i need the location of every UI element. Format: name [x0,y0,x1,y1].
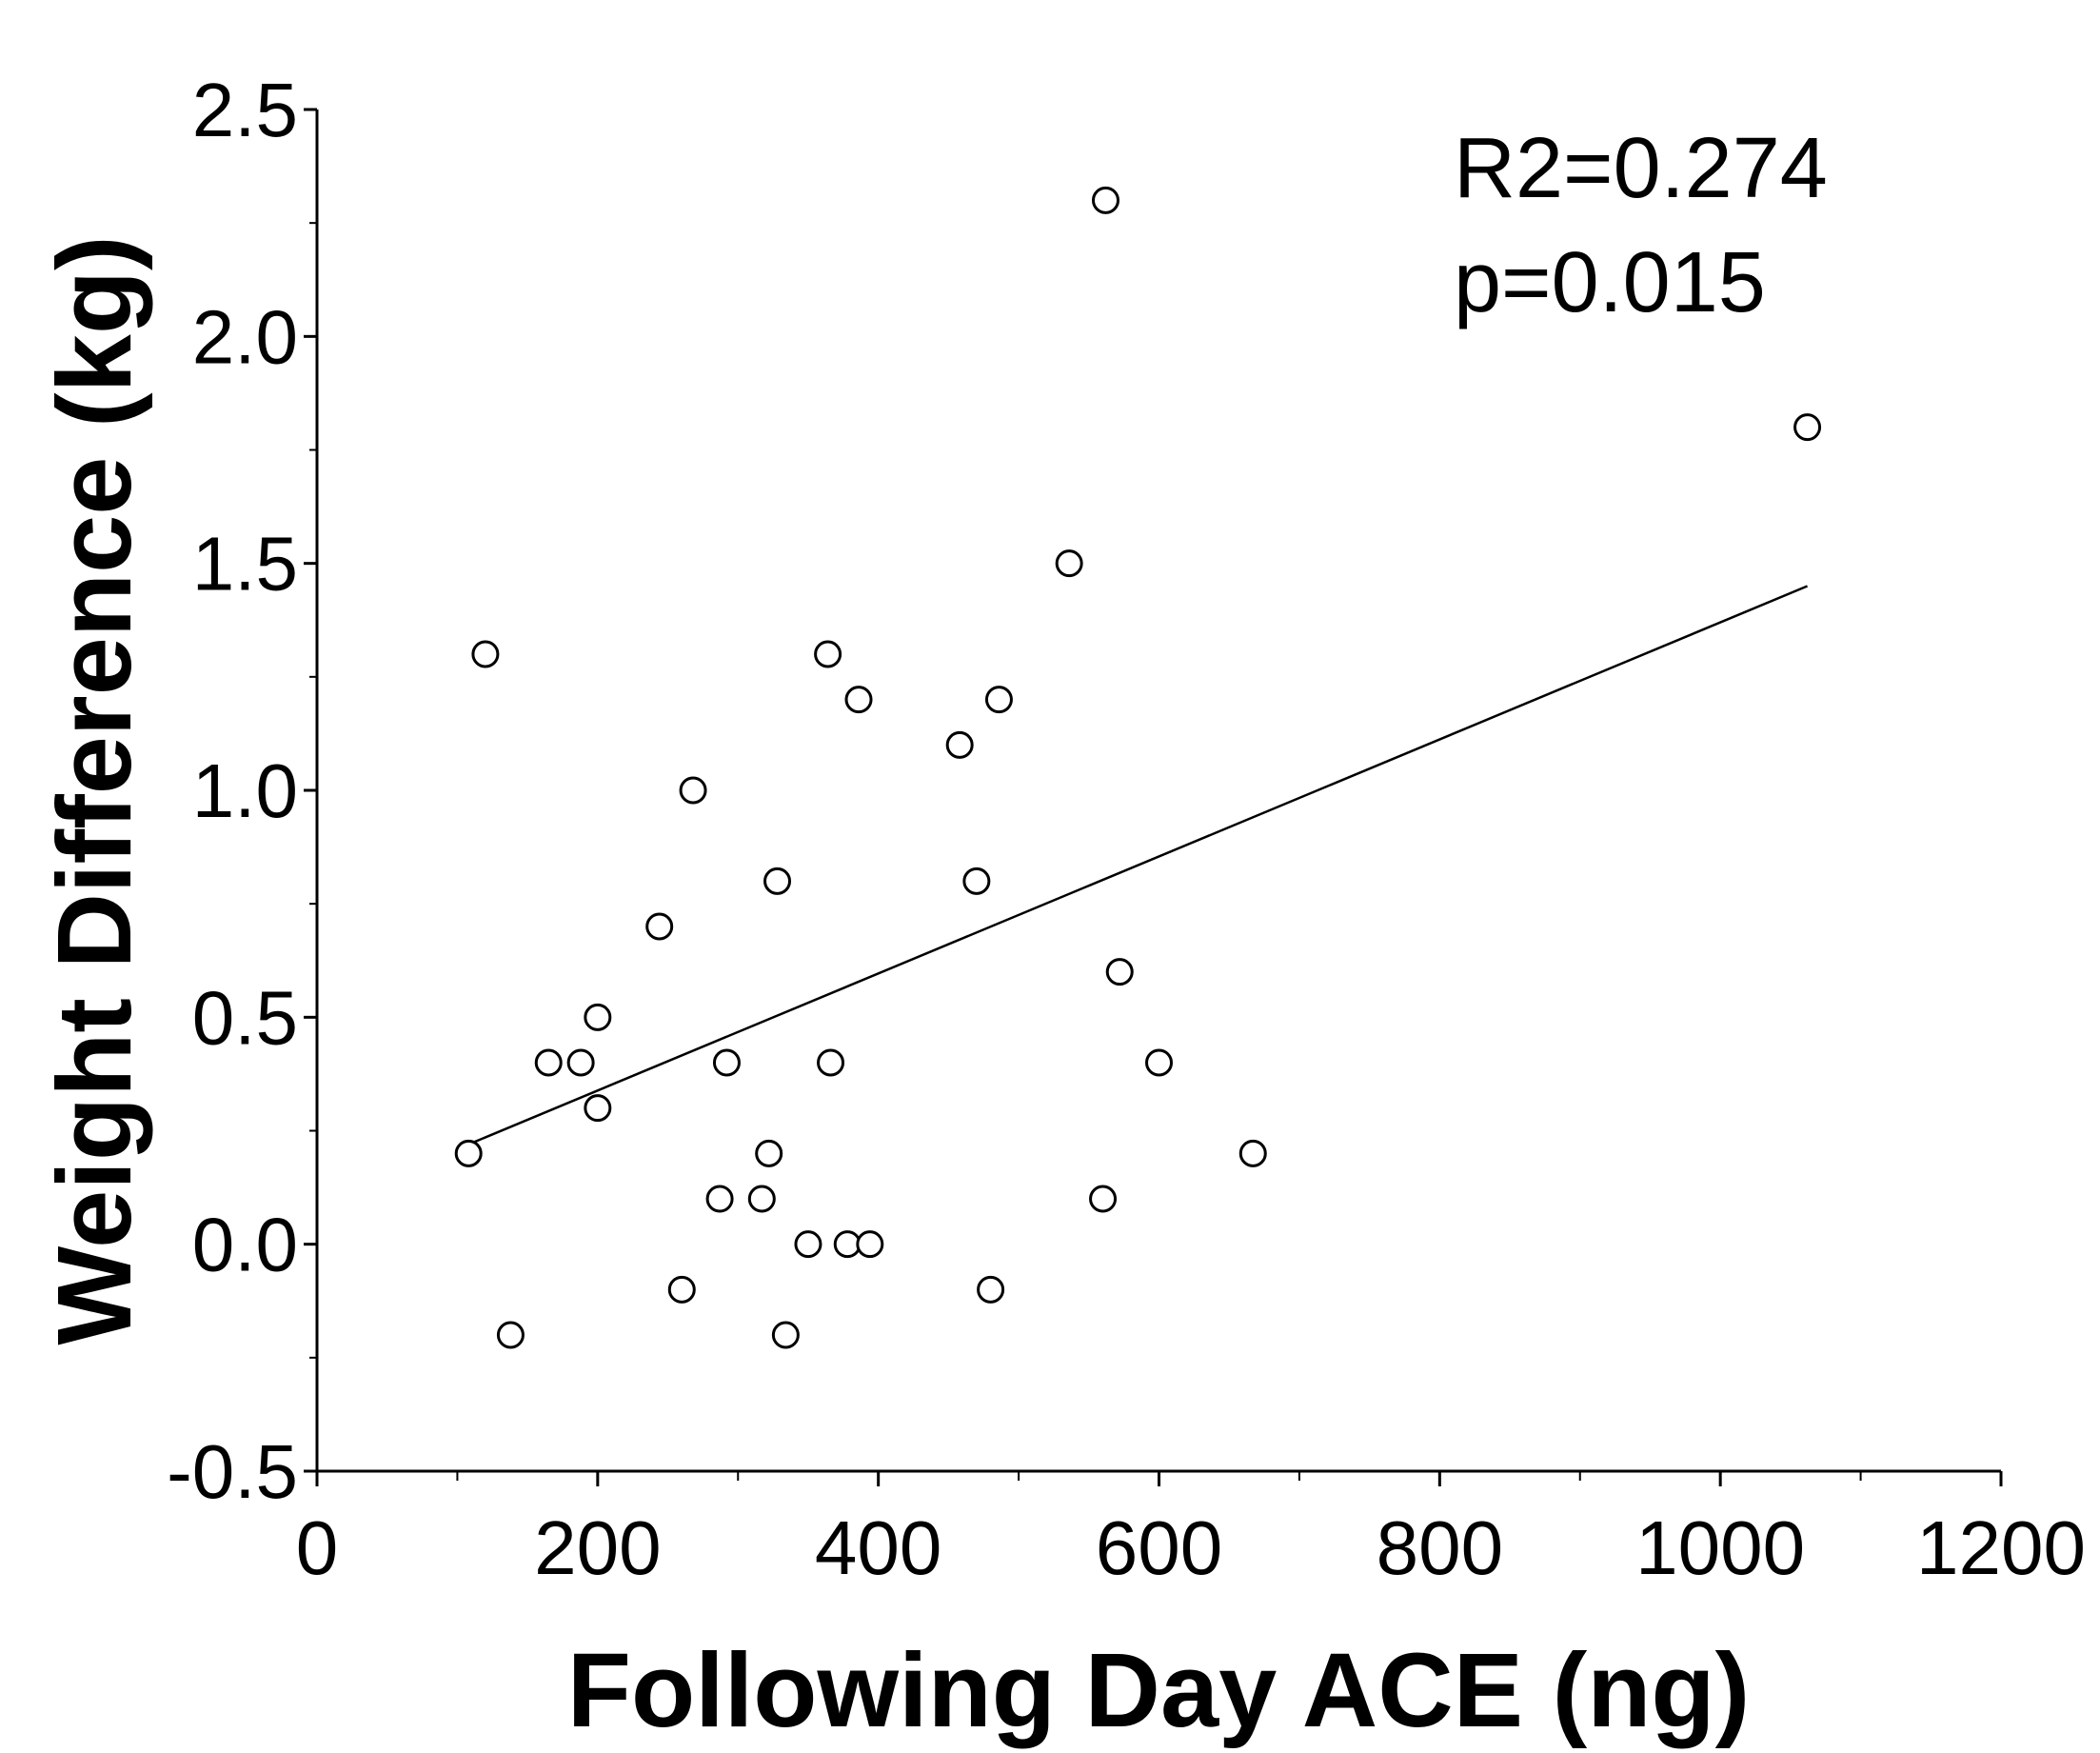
y-axis-ticks: -0.5 0.0 0.5 1.0 1.5 2.0 2.5 [167,68,317,1514]
x-tick-label: 0 [296,1505,339,1590]
data-point [471,640,500,668]
x-tick-label: 1000 [1635,1505,1805,1590]
data-point [667,1275,696,1304]
data-point [984,686,1013,714]
data-point [584,1003,612,1031]
x-axis-ticks: 0 200 400 600 800 1000 1200 [296,1471,2086,1590]
y-tick-label: 2.5 [192,68,298,152]
data-point [705,1185,734,1213]
y-tick-label: 0.0 [192,1203,298,1287]
data-point [763,867,792,895]
data-point [1055,549,1083,578]
data-point [977,1275,1005,1304]
data-point [962,867,991,895]
data-point [755,1139,783,1167]
y-tick-label: -0.5 [167,1429,298,1514]
data-point [712,1048,741,1077]
data-point [1145,1048,1173,1077]
data-point [844,686,873,714]
x-axis-title: Following Day ACE (ng) [567,1632,1751,1749]
data-point [1105,958,1134,986]
data-point [817,1048,845,1077]
x-tick-label: 600 [1096,1505,1222,1590]
x-tick-label: 800 [1377,1505,1503,1590]
data-point [1793,413,1822,442]
regression-line-group [467,585,1809,1145]
y-tick-label: 1.0 [192,748,298,833]
data-point [584,1094,612,1123]
y-tick-label: 1.5 [192,522,298,607]
data-point [534,1048,563,1077]
data-points [454,186,1822,1349]
data-point [814,640,842,668]
y-tick-label: 0.5 [192,975,298,1060]
data-point [747,1185,776,1213]
data-point [496,1321,525,1349]
data-point [945,730,974,759]
data-point [1238,1139,1267,1167]
data-point [1089,1185,1118,1213]
data-point [856,1230,884,1259]
data-point [771,1321,800,1349]
data-point [645,912,674,941]
x-tick-label: 400 [815,1505,941,1590]
y-axis-title: Weight Difference (kg) [36,235,153,1345]
regression-line [467,585,1809,1145]
data-point [1091,186,1119,214]
x-tick-label: 200 [534,1505,661,1590]
p-value-annotation: p=0.015 [1454,235,1766,330]
x-tick-label: 1200 [1916,1505,2086,1590]
r-squared-annotation: R2=0.274 [1454,121,1828,216]
data-point [566,1048,595,1077]
y-tick-label: 2.0 [192,294,298,379]
data-point [679,776,707,805]
data-point [794,1230,822,1259]
data-point [454,1139,483,1167]
